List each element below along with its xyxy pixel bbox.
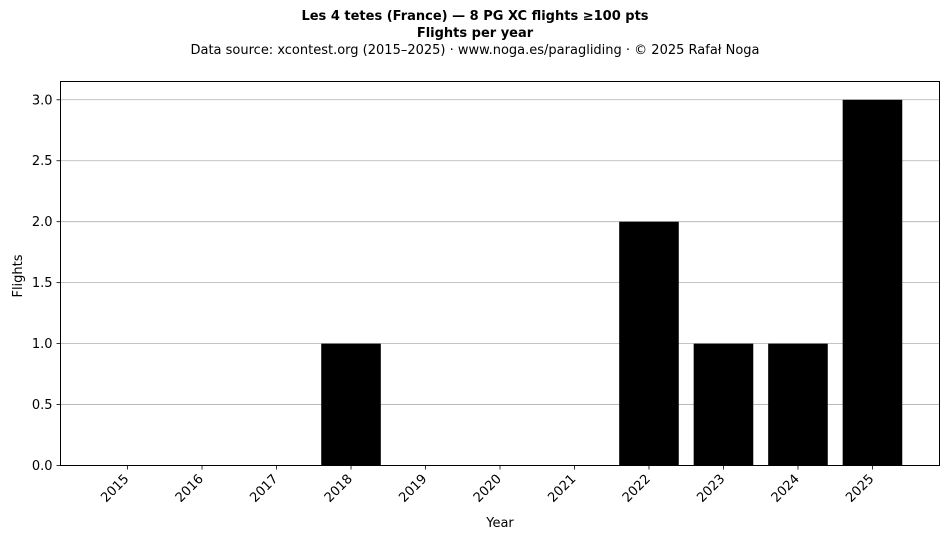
chart-subtitle: Flights per year bbox=[416, 26, 534, 41]
x-tick-label: 2023 bbox=[694, 472, 728, 506]
bar-2025 bbox=[842, 99, 903, 466]
x-tick-label: 2016 bbox=[173, 472, 207, 506]
x-tick-label: 2021 bbox=[545, 472, 579, 506]
bar-2022 bbox=[619, 221, 679, 466]
bar-2024 bbox=[768, 343, 828, 466]
x-tick-label: 2019 bbox=[396, 472, 430, 506]
x-tick-label: 2025 bbox=[843, 472, 877, 506]
bar-2023 bbox=[693, 343, 754, 466]
chart-titles: Les 4 tetes (France) — 8 PG XC flights ≥… bbox=[0, 8, 950, 60]
x-tick-label: 2015 bbox=[98, 472, 132, 506]
x-tick-label: 2018 bbox=[322, 472, 356, 506]
y-axis-label: Flights bbox=[11, 254, 26, 297]
chart-source: Data source: xcontest.org (2015–2025) · … bbox=[190, 43, 760, 58]
y-tick-label: 0.0 bbox=[32, 459, 53, 474]
x-tick-label: 2017 bbox=[247, 472, 281, 506]
x-axis-label: Year bbox=[485, 516, 514, 531]
x-tick-label: 2024 bbox=[769, 472, 803, 506]
y-tick-label: 1.5 bbox=[32, 276, 53, 291]
bars bbox=[321, 99, 903, 466]
chart-title: Les 4 tetes (France) — 8 PG XC flights ≥… bbox=[301, 9, 649, 24]
y-tick-label: 2.5 bbox=[32, 154, 53, 169]
x-axis: 2015 2016 2017 2018 2019 2020 2021 2022 2023 2024… bbox=[98, 465, 877, 506]
x-tick-label: 2020 bbox=[471, 472, 505, 506]
x-tick-label: 2022 bbox=[620, 472, 654, 506]
y-tick-label: 3.0 bbox=[32, 93, 53, 108]
y-tick-label: 0.5 bbox=[32, 398, 53, 413]
y-axis: 0.0 0.5 1.0 1.5 2.0 2.5 3.0 bbox=[32, 93, 61, 474]
y-tick-label: 2.0 bbox=[32, 215, 53, 230]
y-tick-label: 1.0 bbox=[32, 337, 53, 352]
bar-2018 bbox=[321, 343, 381, 466]
